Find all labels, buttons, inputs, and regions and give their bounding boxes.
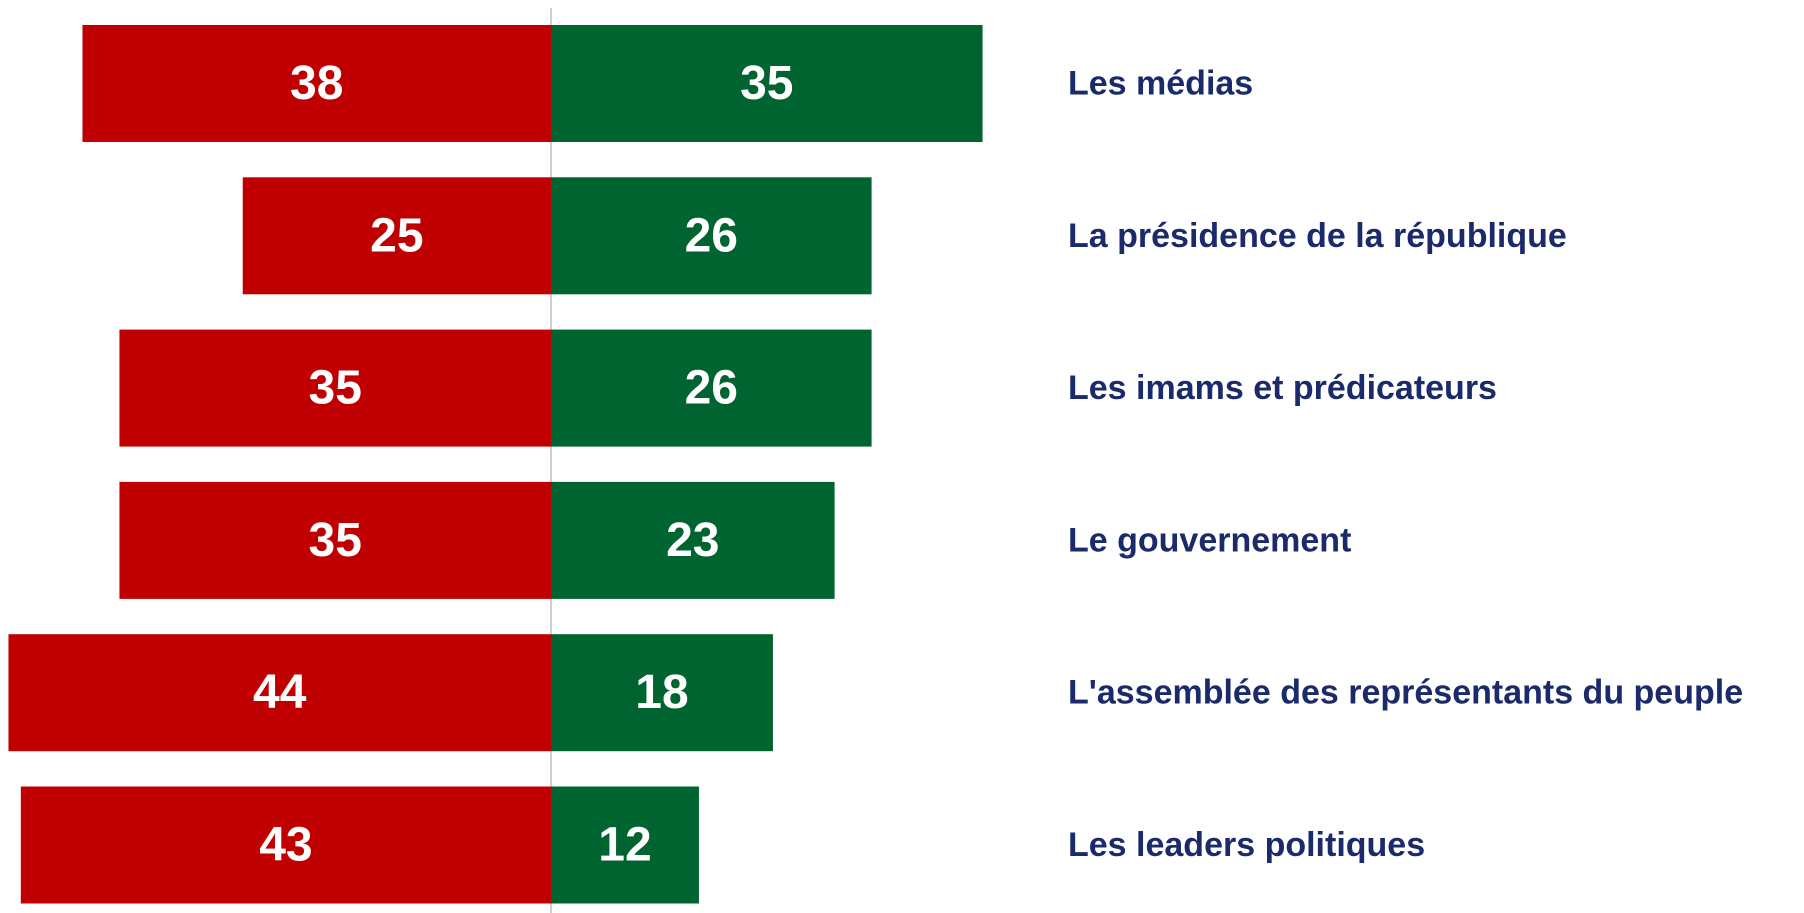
- value-label: 43: [259, 819, 312, 872]
- value-label: 12: [598, 819, 651, 872]
- value-label: 26: [685, 209, 738, 262]
- category-label: Les médias: [1068, 65, 1253, 103]
- bar: [20, 786, 552, 904]
- bar: [551, 786, 699, 904]
- category-label: Le gouvernement: [1068, 521, 1351, 559]
- category-label: La présidence de la république: [1068, 217, 1567, 255]
- bar: [119, 329, 551, 447]
- bar: [119, 481, 551, 599]
- category-label: Les imams et prédicateurs: [1068, 369, 1497, 407]
- bar: [551, 25, 983, 142]
- value-label: 35: [309, 362, 362, 415]
- value-label: 35: [740, 57, 793, 110]
- bar: [242, 177, 551, 295]
- value-label: 38: [290, 57, 343, 110]
- bar: [8, 634, 552, 752]
- value-label: 18: [635, 666, 688, 719]
- bar: [551, 177, 872, 295]
- value-label: 23: [666, 514, 719, 567]
- category-label: Les leaders politiques: [1068, 826, 1425, 864]
- bar: [551, 329, 872, 447]
- value-label: 26: [685, 362, 738, 415]
- value-label: 44: [253, 666, 307, 719]
- value-label: 25: [370, 209, 423, 262]
- value-label: 35: [309, 514, 362, 567]
- bar: [82, 25, 552, 142]
- bar: [551, 481, 835, 599]
- category-label: L'assemblée des représentants du peuple: [1068, 674, 1743, 712]
- bar: [551, 634, 773, 752]
